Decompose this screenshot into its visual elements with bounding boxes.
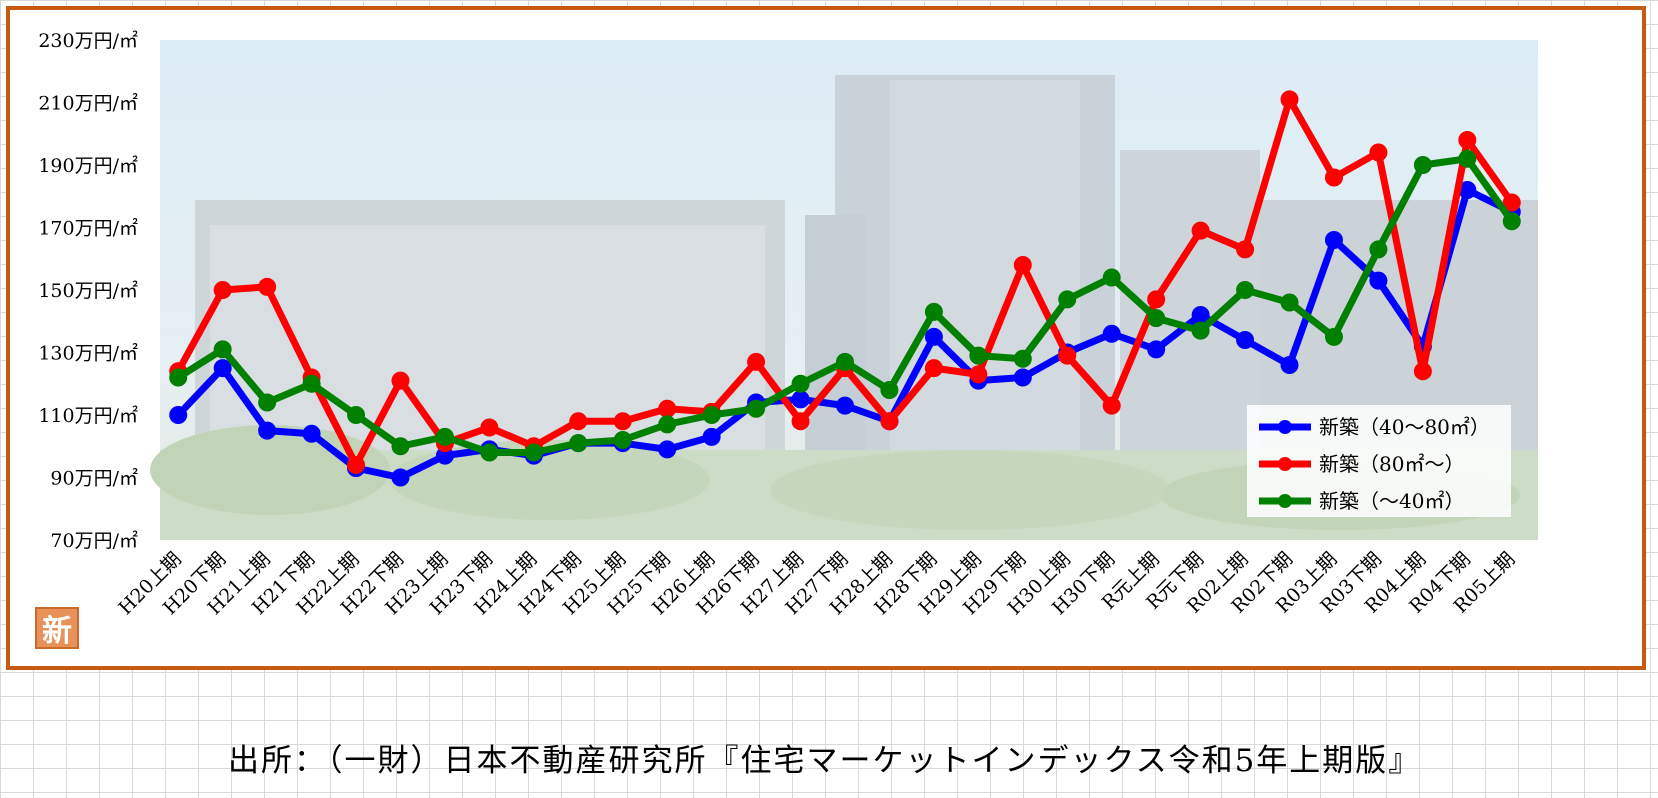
legend-swatch-marker [1278,457,1292,471]
data-point [524,443,543,462]
data-point [258,393,277,412]
data-point [258,277,277,296]
data-point [1236,331,1255,349]
y-tick-label: 230万円/㎡ [38,29,138,52]
data-point [213,359,232,378]
data-point [391,437,410,456]
data-point [791,374,810,393]
data-point [347,456,366,474]
data-point [1191,321,1210,340]
data-point [213,281,232,299]
y-tick-label: 210万円/㎡ [38,92,138,115]
source-note: 出所：（一財）日本不動産研究所『住宅マーケットインデックス令和5年上期版』 [228,743,1422,779]
data-point [1013,256,1032,274]
data-point [1102,396,1121,415]
data-point [969,365,988,384]
data-point [480,443,499,462]
data-point [435,427,454,446]
data-point [1502,193,1521,212]
data-point [702,427,721,446]
data-point [1458,181,1477,199]
y-axis: 70万円/㎡ 90万円/㎡ 110万円/㎡ 130万円/㎡ 150万円/㎡ 170万円/㎡… [38,29,138,552]
data-point [747,352,766,371]
data-point [1013,368,1032,387]
data-point [169,406,188,424]
data-point [1324,231,1343,249]
data-point [658,415,677,434]
data-point [924,359,943,378]
y-tick-label: 90万円/㎡ [50,467,138,490]
data-point [569,412,588,431]
data-point [791,390,810,409]
data-point [391,371,410,390]
data-point [480,418,499,437]
data-point [702,406,721,424]
data-point [1280,356,1299,374]
new-badge-icon: 新 [35,607,79,649]
data-point [1369,271,1388,290]
data-point [1102,324,1121,343]
data-point [658,440,677,459]
data-point [302,374,321,393]
legend-label: 新築（～40㎡） [1319,489,1464,513]
legend-label: 新築（80㎡～） [1319,452,1464,476]
data-point [1236,240,1255,259]
y-tick-label: 70万円/㎡ [50,529,138,552]
data-point [613,412,632,431]
y-tick-label: 110万円/㎡ [38,404,138,427]
data-point [1236,281,1255,299]
data-point [969,346,988,365]
data-point [1458,149,1477,168]
data-point [1458,131,1477,149]
data-point [880,412,899,431]
data-point [391,468,410,487]
data-point [1191,306,1210,324]
data-point [1147,309,1166,328]
data-point [1280,293,1299,312]
legend-label: 新築（40～80㎡） [1319,415,1490,439]
chart-frame: 70万円/㎡ 90万円/㎡ 110万円/㎡ 130万円/㎡ 150万円/㎡ 170万円/㎡… [6,6,1646,670]
y-tick-label: 130万円/㎡ [38,342,138,365]
data-point [791,412,810,431]
data-point [1324,168,1343,187]
data-point [1369,240,1388,259]
data-point [880,381,899,399]
data-point [435,446,454,465]
legend-swatch-marker [1278,420,1292,434]
data-point [924,302,943,321]
data-point [836,396,854,415]
line-chart: 70万円/㎡ 90万円/㎡ 110万円/㎡ 130万円/㎡ 150万円/㎡ 170万円/㎡… [38,29,1538,619]
y-tick-label: 170万円/㎡ [38,217,138,240]
data-point [169,368,188,387]
data-point [1280,90,1299,109]
data-point [1058,346,1077,365]
legend: 新築（40～80㎡） 新築（80㎡～） 新築（～40㎡） [1247,405,1511,517]
data-point [658,399,677,418]
data-point [1147,340,1166,359]
data-point [747,399,766,418]
legend-swatch-marker [1278,494,1292,508]
data-point [1191,221,1210,240]
data-point [1502,212,1521,231]
data-point [213,340,232,359]
data-point [1369,143,1388,162]
data-point [1413,156,1432,174]
y-tick-label: 150万円/㎡ [38,279,138,302]
data-point [347,406,366,424]
data-point [924,327,943,346]
data-point [1058,290,1077,309]
data-point [1013,349,1032,368]
x-axis: H20上期H20下期H21上期H21下期H22上期H22下期H23上期H23下期… [115,548,1520,619]
series-layer [169,90,1521,487]
y-tick-label: 190万円/㎡ [38,154,138,177]
data-point [569,434,588,453]
data-point [836,352,854,371]
data-point [1102,268,1121,287]
data-point [1324,327,1343,346]
data-point [258,421,277,440]
data-point [1413,362,1432,381]
data-point [1147,290,1166,309]
data-point [613,431,632,449]
data-point [302,424,321,443]
